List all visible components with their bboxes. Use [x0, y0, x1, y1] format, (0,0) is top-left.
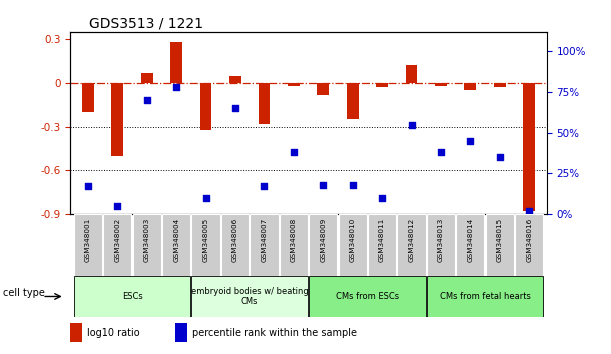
Text: GSM348012: GSM348012 — [409, 217, 414, 262]
Bar — [515, 214, 543, 276]
Bar — [288, 83, 300, 86]
Point — [83, 184, 93, 189]
Bar — [191, 276, 308, 317]
Bar — [258, 83, 270, 124]
Point — [524, 208, 534, 214]
Bar — [486, 214, 514, 276]
Text: GSM348002: GSM348002 — [114, 217, 120, 262]
Bar — [175, 323, 187, 342]
Bar — [82, 83, 94, 112]
Point — [200, 195, 210, 201]
Text: GSM348014: GSM348014 — [467, 217, 474, 262]
Text: GSM348010: GSM348010 — [349, 217, 356, 262]
Point — [466, 138, 475, 144]
Point — [377, 195, 387, 201]
Bar — [427, 276, 543, 317]
Bar — [523, 83, 535, 211]
Point — [495, 154, 505, 160]
Bar — [406, 65, 417, 83]
Text: GSM348007: GSM348007 — [262, 217, 268, 262]
Bar — [347, 83, 359, 119]
Text: GSM348001: GSM348001 — [85, 217, 91, 262]
Bar — [74, 214, 102, 276]
Text: log10 ratio: log10 ratio — [87, 328, 139, 338]
Bar — [251, 214, 279, 276]
Bar — [397, 214, 426, 276]
Text: GSM348009: GSM348009 — [320, 217, 326, 262]
Bar — [103, 214, 131, 276]
Bar — [338, 214, 367, 276]
Bar — [70, 323, 82, 342]
Text: GSM348016: GSM348016 — [526, 217, 532, 262]
Bar — [191, 214, 220, 276]
Text: GSM348006: GSM348006 — [232, 217, 238, 262]
Bar — [170, 42, 182, 83]
Bar — [141, 73, 153, 83]
Text: GSM348013: GSM348013 — [438, 217, 444, 262]
Point — [318, 182, 328, 188]
Point — [260, 184, 269, 189]
Point — [112, 203, 122, 209]
Bar — [317, 83, 329, 95]
Point — [407, 122, 417, 127]
Bar — [229, 76, 241, 83]
Text: embryoid bodies w/ beating
CMs: embryoid bodies w/ beating CMs — [191, 287, 309, 306]
Bar — [309, 276, 426, 317]
Text: GSM348011: GSM348011 — [379, 217, 385, 262]
Bar — [162, 214, 190, 276]
Bar — [427, 214, 455, 276]
Bar — [74, 276, 190, 317]
Text: GSM348003: GSM348003 — [144, 217, 150, 262]
Text: GSM348008: GSM348008 — [291, 217, 297, 262]
Text: ESCs: ESCs — [122, 292, 142, 301]
Text: GSM348004: GSM348004 — [173, 217, 179, 262]
Bar — [133, 214, 161, 276]
Point — [230, 105, 240, 111]
Bar — [309, 214, 337, 276]
Bar — [435, 83, 447, 86]
Bar — [111, 83, 123, 156]
Bar — [368, 214, 396, 276]
Text: GSM348015: GSM348015 — [497, 217, 503, 262]
Point — [348, 182, 357, 188]
Point — [142, 97, 152, 103]
Text: GDS3513 / 1221: GDS3513 / 1221 — [89, 17, 203, 31]
Text: CMs from fetal hearts: CMs from fetal hearts — [440, 292, 530, 301]
Bar — [376, 83, 388, 87]
Bar — [494, 83, 506, 87]
Point — [289, 149, 299, 155]
Bar — [200, 83, 211, 130]
Text: percentile rank within the sample: percentile rank within the sample — [192, 328, 357, 338]
Bar — [221, 214, 249, 276]
Bar — [280, 214, 308, 276]
Text: cell type: cell type — [3, 288, 45, 298]
Point — [436, 149, 446, 155]
Text: GSM348005: GSM348005 — [203, 217, 208, 262]
Point — [171, 84, 181, 90]
Bar — [456, 214, 485, 276]
Text: CMs from ESCs: CMs from ESCs — [336, 292, 399, 301]
Bar — [464, 83, 476, 90]
